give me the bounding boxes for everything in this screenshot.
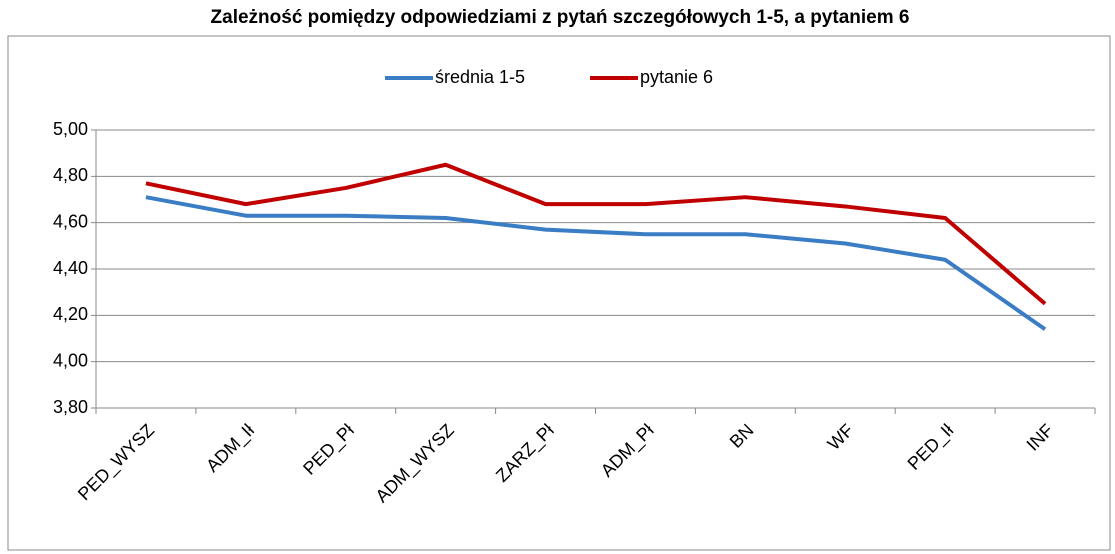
x-tick-label: PED_Pł [299,420,358,479]
y-tick-label: 4,60 [53,211,88,231]
chart-border [7,35,1111,551]
y-tick-label: 4,00 [53,350,88,370]
legend-label: średnia 1-5 [435,67,525,87]
y-tick-label: 4,80 [53,165,88,185]
y-tick-label: 5,00 [53,119,88,139]
series-line [145,195,1047,331]
chart-title: Zależność pomiędzy odpowiedziami z pytań… [211,7,910,28]
y-tick-label: 3,80 [53,397,88,417]
x-tick-label: WF [824,420,858,454]
x-tick-label: BN [726,420,758,452]
x-tick-label: ZARZ_Pł [492,420,558,486]
x-tick-label: ADM_WYSZ [372,420,459,507]
x-tick-label: PED_WYSZ [74,420,159,505]
y-tick-label: 4,20 [53,304,88,324]
x-tick-label: ADM_Ił [202,420,259,477]
y-tick-label: 4,40 [53,258,88,278]
legend-label: pytanie 6 [640,67,713,87]
x-tick-label: INF [1023,420,1058,455]
x-tick-label: ADM_Pł [597,420,659,482]
x-tick-label: PED_Ił [904,420,958,474]
series-line [145,162,1047,306]
